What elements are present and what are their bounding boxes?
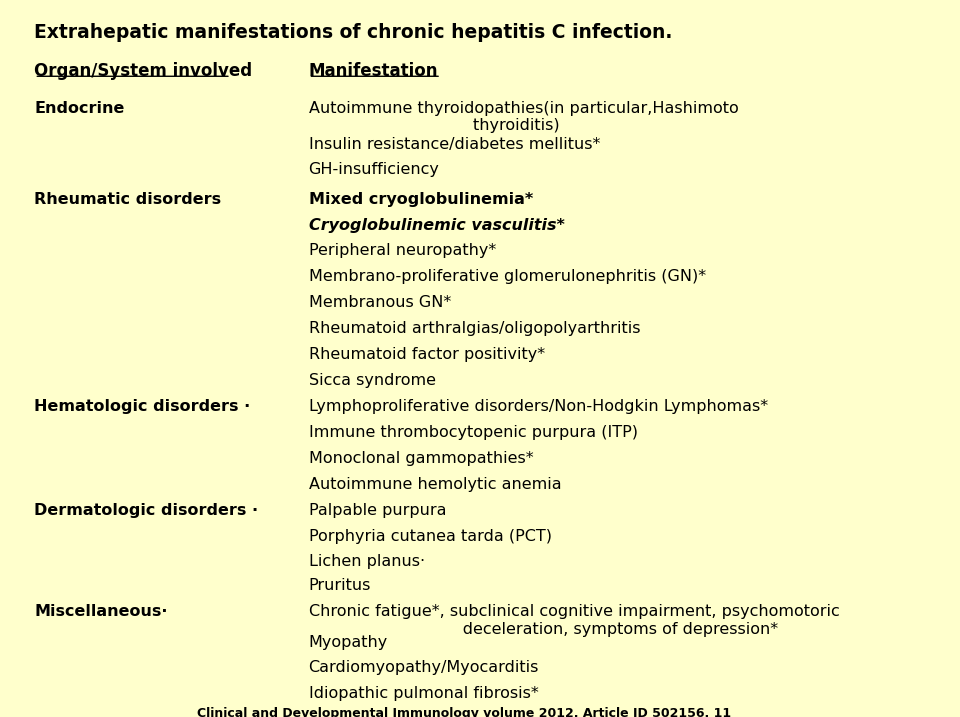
Text: Lymphoproliferative disorders/Non-Hodgkin Lymphomas*: Lymphoproliferative disorders/Non-Hodgki…: [308, 399, 768, 414]
Text: GH-insufficiency: GH-insufficiency: [308, 163, 440, 177]
Text: Dermatologic disorders ·: Dermatologic disorders ·: [35, 503, 258, 518]
Text: Rheumatoid arthralgias/oligopolyarthritis: Rheumatoid arthralgias/oligopolyarthriti…: [308, 321, 640, 336]
Text: Manifestation: Manifestation: [308, 62, 438, 80]
Text: Autoimmune hemolytic anemia: Autoimmune hemolytic anemia: [308, 477, 562, 492]
Text: Clinical and Developmental Immunology volume 2012, Article ID 502156, 11: Clinical and Developmental Immunology vo…: [197, 707, 731, 717]
Text: Organ/System involved: Organ/System involved: [35, 62, 252, 80]
Text: Porphyria cutanea tarda (PCT): Porphyria cutanea tarda (PCT): [308, 528, 551, 543]
Text: Peripheral neuropathy*: Peripheral neuropathy*: [308, 244, 495, 258]
Text: Insulin resistance/diabetes mellitus*: Insulin resistance/diabetes mellitus*: [308, 136, 600, 151]
Text: Myopathy: Myopathy: [308, 635, 388, 650]
Text: Palpable purpura: Palpable purpura: [308, 503, 446, 518]
Text: Rheumatoid factor positivity*: Rheumatoid factor positivity*: [308, 347, 544, 362]
Text: Mixed cryoglobulinemia*: Mixed cryoglobulinemia*: [308, 191, 533, 206]
Text: Immune thrombocytopenic purpura (ITP): Immune thrombocytopenic purpura (ITP): [308, 425, 637, 440]
Text: Membrano-proliferative glomerulonephritis (GN)*: Membrano-proliferative glomerulonephriti…: [308, 270, 706, 285]
Text: Membranous GN*: Membranous GN*: [308, 295, 451, 310]
Text: Endocrine: Endocrine: [35, 101, 125, 116]
Text: Pruritus: Pruritus: [308, 579, 371, 594]
Text: Cardiomyopathy/Myocarditis: Cardiomyopathy/Myocarditis: [308, 660, 539, 675]
Text: Lichen planus·: Lichen planus·: [308, 554, 424, 569]
Text: Autoimmune thyroidopathies(in particular,Hashimoto
                             : Autoimmune thyroidopathies(in particular…: [308, 101, 738, 133]
Text: Extrahepatic manifestations of chronic hepatitis C infection.: Extrahepatic manifestations of chronic h…: [35, 23, 673, 42]
Text: Cryoglobulinemic vasculitis*: Cryoglobulinemic vasculitis*: [308, 217, 564, 232]
Text: Hematologic disorders ·: Hematologic disorders ·: [35, 399, 251, 414]
Text: Idiopathic pulmonal fibrosis*: Idiopathic pulmonal fibrosis*: [308, 686, 539, 701]
Text: Chronic fatigue*, subclinical cognitive impairment, psychomotoric
              : Chronic fatigue*, subclinical cognitive …: [308, 604, 839, 637]
Text: Monoclonal gammopathies*: Monoclonal gammopathies*: [308, 451, 533, 466]
Text: Miscellaneous·: Miscellaneous·: [35, 604, 168, 619]
Text: Rheumatic disorders: Rheumatic disorders: [35, 191, 222, 206]
Text: Sicca syndrome: Sicca syndrome: [308, 373, 436, 388]
